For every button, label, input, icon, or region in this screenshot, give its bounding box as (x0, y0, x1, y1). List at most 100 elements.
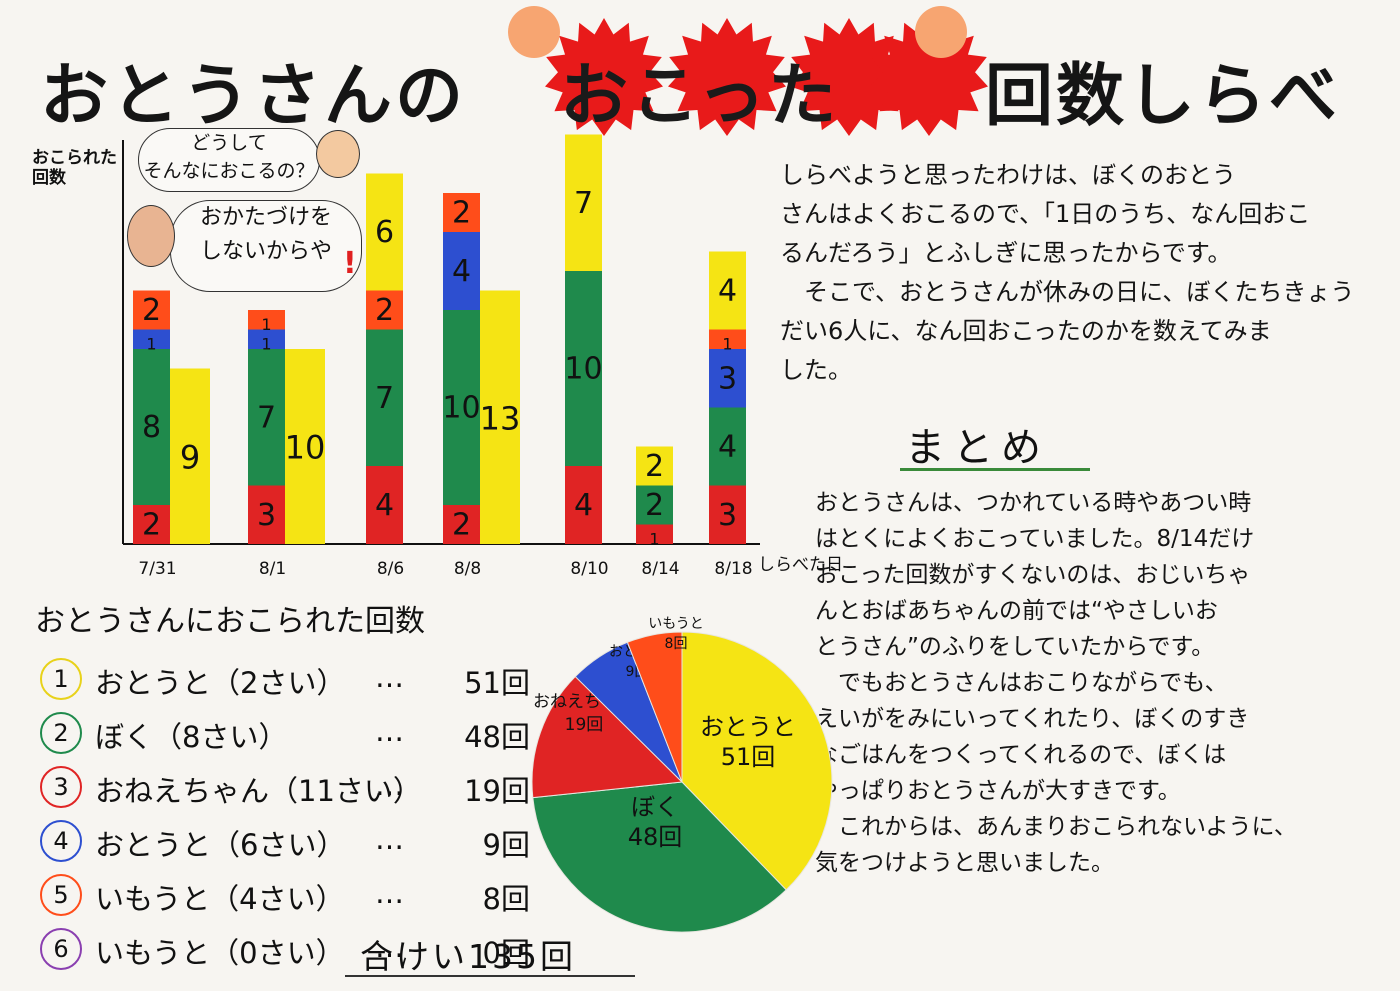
list-item-count: 48回 (464, 720, 530, 754)
summary-heading: まとめ (905, 425, 1049, 471)
bar-value-label: 4 (718, 274, 737, 309)
bar-value-label: 2 (142, 293, 161, 328)
total-underline (345, 975, 635, 977)
title-part-1: おとうさんの (40, 57, 467, 136)
list-item-dots: … (375, 930, 404, 964)
bar-value-label: 8 (142, 410, 161, 445)
bar-value-label: 7 (375, 381, 394, 416)
bar-value-label: 6 (375, 215, 394, 250)
bar-segment (248, 349, 285, 486)
x-axis-title: しらべた日 (758, 555, 843, 575)
x-tick-label: 8/6 (377, 559, 404, 579)
list-item-dots: … (375, 876, 404, 910)
dad-face-illustration (127, 205, 175, 267)
dad-speech-bubble: おかたづけを しないからや (170, 200, 362, 292)
bar-segment (565, 134, 602, 271)
bar-value-label: 7 (574, 186, 593, 221)
bar-value-label: 1 (649, 529, 659, 548)
exclamation-mark: ! (343, 246, 357, 281)
bar-value-label: 4 (574, 488, 593, 523)
bar-segment (366, 173, 403, 291)
bar-value-label: 3 (718, 361, 737, 396)
number-circle: 5 (40, 874, 82, 916)
bar-segment (709, 407, 746, 486)
bar-segment (248, 485, 285, 544)
list-item-dots: … (375, 822, 404, 856)
list-item: 5 いもうと（4さい） … 8回 (40, 868, 530, 922)
list-item: 1 おとうと（2さい） … 51回 (40, 652, 530, 706)
orange-face-decoration (508, 6, 560, 58)
bar-value-label: 4 (452, 254, 471, 289)
list-item-dots: … (375, 768, 404, 802)
bar-value-label: 1 (261, 334, 271, 353)
bar-segment (248, 310, 285, 330)
list-item-count: 8回 (482, 882, 530, 916)
summary-underline (900, 468, 1090, 471)
bar-value-label: 2 (452, 508, 471, 543)
bar-value-label: 2 (452, 196, 471, 231)
bar-value-label: 10 (442, 391, 480, 426)
summary-paragraph: おとうさんは、つかれている時やあつい時 はとくによくおこっていました。8/14だ… (815, 490, 1297, 876)
bar-segment (366, 290, 403, 330)
child-speech-bubble: どうして そんなにおこるの？ (138, 128, 320, 192)
list-heading: おとうさんにおこられた回数 (35, 604, 425, 639)
bar-value-label: 1 (722, 334, 732, 353)
number-circle: 2 (40, 712, 82, 754)
list-item-label: おとうと（6さい） (95, 828, 346, 862)
side-bar-value-label: 9 (180, 438, 200, 476)
bar-value-label: 1 (146, 334, 156, 353)
list-item: 3 おねえちゃん（11さい）… 19回 (40, 760, 530, 814)
side-bar-value-label: 13 (480, 399, 521, 437)
bar-segment (443, 310, 480, 505)
list-item-label: ぼく（8さい） (95, 720, 288, 754)
child-face-illustration (316, 130, 360, 178)
list-item-count: 9回 (482, 828, 530, 862)
bar-segment (709, 349, 746, 408)
total-label: 合けい135回 (360, 937, 576, 976)
list-item-label: いもうと（0さい） (95, 936, 345, 970)
bar-value-label: 2 (645, 449, 664, 484)
bar-value-label: 1 (261, 315, 271, 334)
side-bar (170, 368, 210, 544)
title-part-2: おこった (560, 57, 840, 136)
bar-segment (248, 329, 285, 349)
bar-value-label: 4 (718, 430, 737, 465)
bar-segment (636, 485, 673, 525)
bar-segment (443, 193, 480, 232)
bar-segment (709, 329, 746, 349)
list-item: 4 おとうと（6さい） … 9回 (40, 814, 530, 868)
list-item-label: おねえちゃん（11さい） (95, 774, 422, 808)
x-tick-label: 8/18 (714, 559, 752, 579)
list-item-label: おとうと（2さい） (95, 666, 346, 700)
count-list: 1 おとうと（2さい）… 51回 2 ぼく（8さい）… 48回 3 おねえちゃん（11さい）…… (40, 652, 530, 976)
title-part-3: 回数しらべ (985, 57, 1341, 136)
bar-segment (565, 271, 602, 466)
bar-segment (443, 232, 480, 310)
bar-segment (366, 466, 403, 544)
bar-segment (133, 349, 170, 505)
side-bar (285, 349, 325, 544)
list-item-dots: … (375, 714, 404, 748)
list-item-count: 51回 (464, 666, 530, 700)
bar-segment (709, 251, 746, 330)
bar-value-label: 2 (645, 488, 664, 523)
bar-value-label: 10 (564, 352, 602, 387)
bar-value-label: 4 (375, 488, 394, 523)
bar-segment (565, 466, 602, 544)
list-item-count: 0回 (482, 936, 530, 970)
bar-segment (636, 446, 673, 486)
bar-value-label: 2 (375, 293, 394, 328)
x-tick-label: 8/14 (641, 559, 679, 579)
bar-segment (636, 524, 673, 544)
list-item: 2 ぼく（8さい） … 48回 (40, 706, 530, 760)
number-circle: 4 (40, 820, 82, 862)
bar-segment (366, 329, 403, 466)
side-bar-value-label: 10 (285, 429, 326, 467)
bar-segment (133, 290, 170, 330)
x-tick-label: 7/31 (138, 559, 176, 579)
bar-value-label: 3 (718, 498, 737, 533)
list-item-count: 19回 (464, 774, 530, 808)
bar-segment (133, 329, 170, 349)
